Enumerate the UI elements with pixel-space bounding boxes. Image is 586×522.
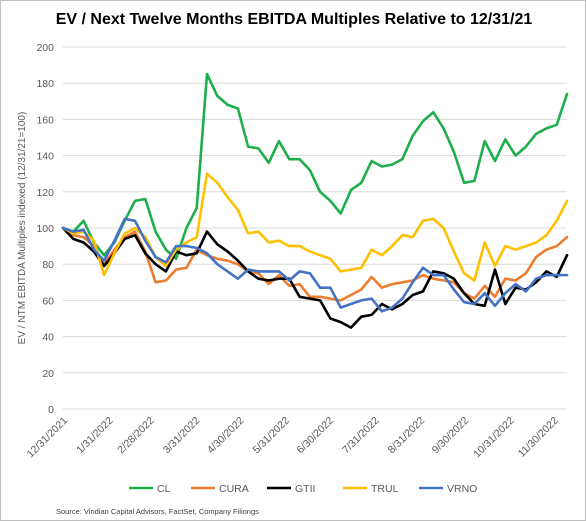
x-tick-label: 2/28/2022 — [115, 415, 157, 457]
x-tick-label: 8/31/2022 — [386, 415, 428, 457]
series-line-gtii — [61, 226, 569, 329]
y-tick-label: 120 — [36, 187, 54, 199]
x-tick-label: 1/31/2022 — [74, 415, 116, 457]
chart-title: EV / Next Twelve Months EBITDA Multiples… — [55, 11, 533, 28]
y-tick-label: 20 — [42, 368, 54, 380]
legend-label-vrno: VRNO — [447, 483, 477, 495]
series-line-trul — [61, 172, 569, 282]
x-tick-label: 9/30/2022 — [430, 415, 472, 457]
y-tick-label: 60 — [42, 295, 54, 307]
y-tick-label: 200 — [36, 42, 54, 54]
legend-label-gtii: GTII — [295, 483, 315, 495]
source-note: Source: Viridian Capital Advisors, FactS… — [56, 507, 259, 516]
x-tick-label: 7/31/2022 — [340, 415, 382, 457]
x-tick-label: 5/31/2022 — [250, 415, 292, 457]
y-tick-label: 80 — [42, 259, 54, 271]
y-tick-label: 180 — [36, 78, 54, 90]
x-tick-label: 10/31/2022 — [471, 415, 517, 461]
y-tick-label: 160 — [36, 114, 54, 126]
y-tick-label: 140 — [36, 151, 54, 163]
y-tick-label: 100 — [36, 223, 54, 235]
y-tick-label: 0 — [48, 404, 54, 416]
x-tick-label: 11/30/2022 — [516, 415, 561, 460]
y-tick-label: 40 — [42, 332, 54, 344]
legend-label-cl: CL — [157, 483, 171, 495]
x-tick-label: 6/30/2022 — [295, 415, 337, 457]
series-line-cl — [61, 72, 569, 261]
x-tick-label: 3/31/2022 — [161, 415, 203, 457]
y-axis-title: EV / NTM EBITDA Multiples indexed (12/31… — [17, 112, 28, 345]
legend-label-cura: CURA — [219, 483, 249, 495]
x-tick-label: 4/30/2022 — [205, 415, 247, 457]
x-tick-label: 12/31/2021 — [24, 415, 70, 461]
series-line-vrno — [61, 217, 569, 313]
legend-label-trul: TRUL — [371, 483, 399, 495]
